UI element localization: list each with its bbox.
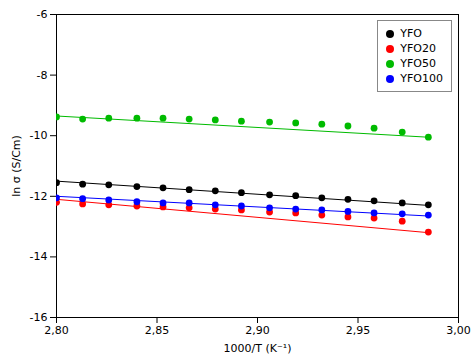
svg-text:2,95: 2,95 [346, 324, 371, 337]
svg-text:3,00: 3,00 [446, 324, 471, 337]
svg-text:1000/T (K⁻¹): 1000/T (K⁻¹) [224, 342, 292, 355]
svg-text:-10: -10 [30, 129, 48, 142]
html-text:YFO50: YFO50 [400, 57, 436, 70]
svg-text:-12: -12 [30, 190, 48, 203]
svg-text:2,90: 2,90 [245, 324, 270, 337]
svg-text:ln σ (S/Cm): ln σ (S/Cm) [10, 135, 23, 197]
svg-text:-16: -16 [30, 311, 48, 324]
svg-text:-6: -6 [37, 8, 48, 21]
svg-text:2,80: 2,80 [44, 324, 69, 337]
svg-text:-14: -14 [30, 250, 48, 263]
svg-text:2,85: 2,85 [145, 324, 170, 337]
html-text:YFO: YFO [400, 27, 422, 40]
html-text:YFO100: YFO100 [400, 72, 443, 85]
html-text:YFO20: YFO20 [400, 42, 436, 55]
svg-text:-8: -8 [37, 69, 48, 82]
